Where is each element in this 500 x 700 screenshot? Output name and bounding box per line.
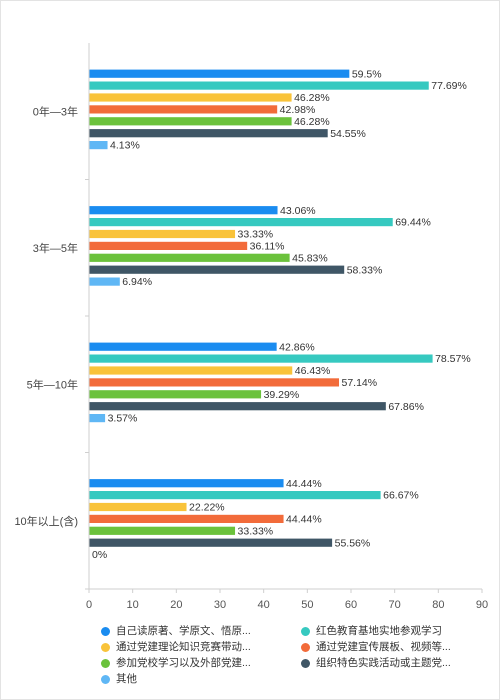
data-label: 6.94%	[122, 276, 152, 288]
bar	[89, 366, 293, 375]
legend-dot-icon	[101, 627, 110, 636]
x-tick-label: 70	[389, 599, 401, 611]
data-label: 3.57%	[108, 413, 138, 425]
bar	[89, 514, 284, 523]
x-tick-label: 0	[86, 599, 92, 611]
bar	[89, 502, 187, 512]
bar	[89, 265, 345, 274]
data-label: 78.57%	[435, 353, 471, 365]
bar	[89, 93, 292, 102]
data-label: 36.11%	[250, 241, 285, 253]
x-tick-label: 10	[127, 599, 139, 611]
data-label: 22.22%	[189, 502, 225, 514]
x-tick-label: 20	[170, 599, 182, 611]
legend-label: 组织特色实践活动或主题党...	[316, 657, 451, 669]
bar	[89, 129, 328, 138]
category-label: 5年—10年	[27, 377, 78, 391]
data-label: 55.56%	[335, 537, 371, 549]
bar	[89, 105, 278, 114]
bar	[89, 414, 106, 423]
legend-dot-icon	[101, 659, 110, 668]
bar	[89, 206, 278, 215]
x-tick-label: 60	[345, 599, 357, 611]
legend-dot-icon	[301, 659, 310, 668]
category-label: 10年以上(含)	[14, 514, 78, 528]
legend-item[interactable]: 自己读原著、学原文、悟原...	[101, 625, 279, 638]
data-label: 57.14%	[342, 377, 378, 389]
category-label: 3年—5年	[33, 241, 78, 255]
legend-item[interactable]: 通过党建宣传展板、视频等...	[301, 641, 479, 654]
bar	[89, 378, 340, 387]
legend-item[interactable]: 通过党建理论知识竞赛带动...	[101, 641, 279, 654]
bar	[89, 354, 433, 363]
legend-item[interactable]: 参加党校学习以及外部党建...	[101, 657, 279, 670]
bar	[89, 390, 262, 399]
bar	[89, 81, 429, 90]
data-label: 39.29%	[264, 389, 300, 401]
legend: 自己读原著、学原文、悟原... 红色教育基地实地参观学习通过党建理论知识竞赛带动.…	[101, 625, 481, 686]
bar	[89, 141, 108, 150]
data-label: 0%	[92, 549, 107, 561]
data-label: 66.67%	[383, 490, 419, 502]
legend-label: 红色教育基地实地参观学习	[316, 625, 442, 637]
bar	[89, 241, 248, 250]
bar	[89, 229, 236, 239]
data-label: 59.5%	[352, 68, 382, 80]
x-tick-label: 40	[258, 599, 270, 611]
data-label: 69.44%	[395, 217, 431, 229]
x-tick-label: 30	[214, 599, 226, 611]
legend-dot-icon	[301, 643, 310, 652]
chart-area: 0 10 20 30 40 50 60 70 80 90 0年—3年 59.5% 77.69% 46.28…	[14, 43, 488, 611]
data-label: 67.86%	[388, 401, 424, 413]
bar	[89, 253, 290, 262]
category-label: 0年—3年	[33, 104, 78, 118]
legend-item[interactable]: 其他	[101, 673, 279, 686]
bar	[89, 526, 236, 535]
bar	[89, 277, 120, 286]
legend-label: 通过党建宣传展板、视频等...	[316, 641, 451, 653]
data-label: 43.06%	[280, 205, 316, 217]
bar	[89, 117, 292, 126]
legend-item[interactable]: 组织特色实践活动或主题党...	[301, 657, 479, 670]
bar	[89, 491, 381, 500]
data-label: 33.33%	[238, 525, 274, 537]
data-label: 46.28%	[294, 92, 330, 104]
bar	[89, 218, 393, 227]
data-label: 44.44%	[286, 478, 322, 490]
data-label: 58.33%	[347, 264, 383, 276]
data-label: 77.69%	[431, 80, 467, 92]
legend-dot-icon	[101, 643, 110, 652]
data-label: 42.86%	[279, 341, 315, 353]
legend-item[interactable]: 红色教育基地实地参观学习	[301, 625, 479, 638]
bar	[89, 402, 386, 411]
legend-label: 自己读原著、学原文、悟原...	[116, 625, 251, 637]
legend-label: 参加党校学习以及外部党建...	[116, 657, 251, 669]
legend-dot-icon	[101, 675, 110, 684]
legend-dot-icon	[301, 627, 310, 636]
data-label: 46.28%	[294, 116, 330, 128]
data-label: 54.55%	[330, 128, 366, 140]
data-label: 46.43%	[295, 365, 331, 377]
x-tick-label: 50	[301, 599, 313, 611]
x-tick-label: 80	[432, 599, 444, 611]
data-label: 44.44%	[286, 514, 322, 526]
bar	[89, 342, 277, 351]
legend-label: 其他	[116, 673, 137, 685]
data-label: 42.98%	[280, 104, 316, 116]
legend-label: 通过党建理论知识竞赛带动...	[116, 641, 251, 653]
x-tick-label: 90	[476, 599, 488, 611]
bar	[89, 538, 333, 547]
bar	[89, 69, 350, 78]
data-label: 4.13%	[110, 140, 140, 152]
data-label: 45.83%	[292, 252, 328, 264]
data-label: 33.33%	[238, 229, 274, 241]
bar	[89, 479, 284, 488]
